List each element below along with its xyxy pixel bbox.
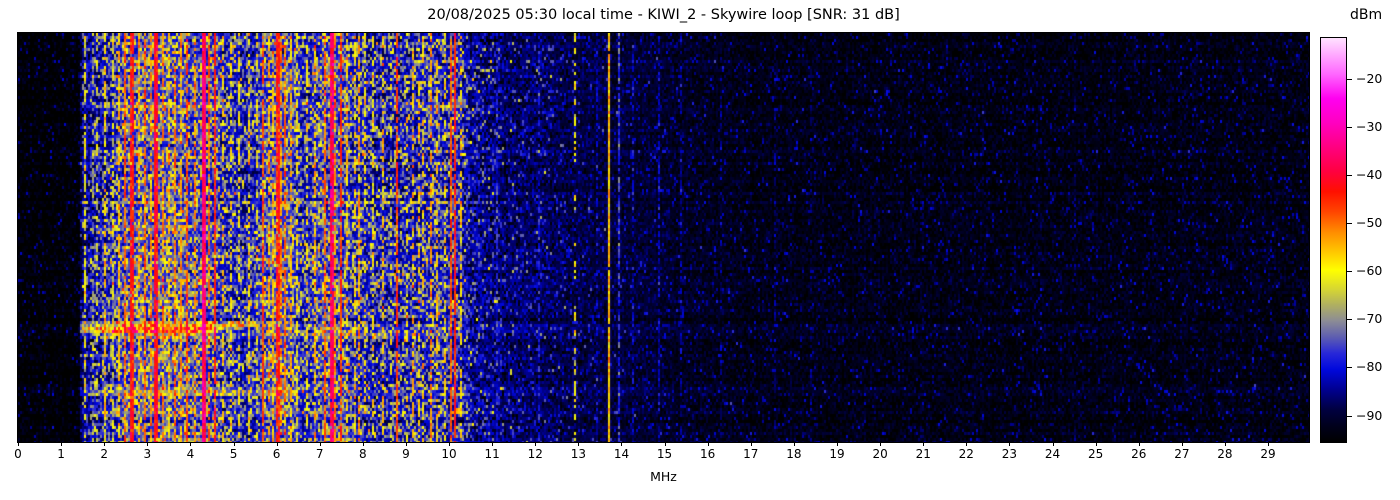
x-tick-mark [793,442,795,446]
x-tick-mark [1268,442,1270,446]
x-axis-label: MHz [650,469,677,484]
x-tick-label: 0 [14,447,22,461]
x-tick-mark [18,442,19,446]
colorbar-tick-label: −40 [1356,167,1383,183]
x-tick-mark [276,442,278,446]
x-tick-mark [535,442,537,446]
x-tick-label: 24 [1044,447,1061,461]
x-tick-label: 20 [872,447,888,461]
x-tick-label: 2 [100,447,109,461]
x-tick-mark [750,442,752,446]
spectrogram-canvas [17,32,1310,443]
colorbar-tick-mark [1347,78,1352,80]
x-tick-label: 3 [143,447,152,461]
x-tick-mark [449,442,451,446]
x-tick-mark [405,442,407,446]
x-tick-label: 4 [186,447,195,461]
x-tick-label: 22 [958,447,974,461]
x-tick-mark [492,442,494,446]
x-tick-mark [147,442,149,446]
x-tick-mark [966,442,968,446]
colorbar [1320,37,1347,443]
colorbar-unit-label: dBm [1350,7,1383,23]
x-tick-label: 14 [613,447,630,461]
colorbar-tick-mark [1347,271,1352,273]
x-tick-label: 6 [272,447,281,461]
x-tick-mark [1095,442,1097,446]
x-tick-mark [1009,442,1011,446]
colorbar-tick-mark [1347,367,1352,369]
x-tick-label: 17 [743,447,759,461]
x-tick-label: 5 [229,447,238,461]
x-tick-mark [1224,442,1226,446]
x-tick-label: 28 [1217,447,1233,461]
colorbar-tick-label: −80 [1356,359,1383,375]
colorbar-tick-label: −20 [1356,70,1383,86]
colorbar-tick-mark [1347,415,1352,417]
x-tick-mark [621,442,623,446]
x-tick-mark [880,442,882,446]
colorbar-tick-label: −70 [1356,311,1383,327]
x-tick-label: 16 [700,447,716,461]
x-tick-mark [190,442,192,446]
x-tick-label: 13 [570,447,586,461]
colorbar-tick-label: −90 [1356,407,1383,423]
colorbar-tick-label: −50 [1356,215,1383,231]
x-tick-mark [1181,442,1183,446]
x-tick-mark [923,442,925,446]
x-tick-label: 21 [915,447,931,461]
x-tick-label: 9 [402,447,410,461]
x-tick-mark [664,442,666,446]
x-tick-label: 29 [1260,447,1276,461]
x-tick-label: 12 [527,447,543,461]
x-tick-label: 25 [1087,447,1104,461]
x-tick-mark [1138,442,1140,446]
x-tick-label: 11 [484,447,500,461]
x-tick-label: 18 [786,447,802,461]
x-tick-mark [61,442,63,446]
x-tick-label: 27 [1174,447,1190,461]
x-tick-mark [578,442,580,446]
x-tick-mark [319,442,321,446]
colorbar-tick-mark [1347,223,1352,225]
x-tick-label: 1 [57,447,65,461]
colorbar-tick-label: −60 [1356,263,1383,279]
x-tick-mark [104,442,106,446]
colorbar-tick-label: −30 [1356,118,1383,134]
x-tick-mark [707,442,709,446]
colorbar-tick-mark [1347,126,1352,128]
x-tick-label: 7 [315,447,324,461]
x-tick-label: 19 [829,447,845,461]
x-tick-label: 26 [1131,447,1147,461]
x-tick-label: 8 [359,447,367,461]
chart-title: 20/08/2025 05:30 local time - KIWI_2 - S… [427,7,900,23]
colorbar-tick-mark [1347,175,1352,177]
x-tick-mark [362,442,364,446]
x-tick-label: 10 [441,447,457,461]
x-tick-label: 23 [1001,447,1018,461]
colorbar-tick-mark [1347,319,1352,321]
x-tick-mark [1052,442,1054,446]
x-tick-label: 15 [656,447,673,461]
x-tick-mark [233,442,235,446]
x-tick-mark [836,442,838,446]
